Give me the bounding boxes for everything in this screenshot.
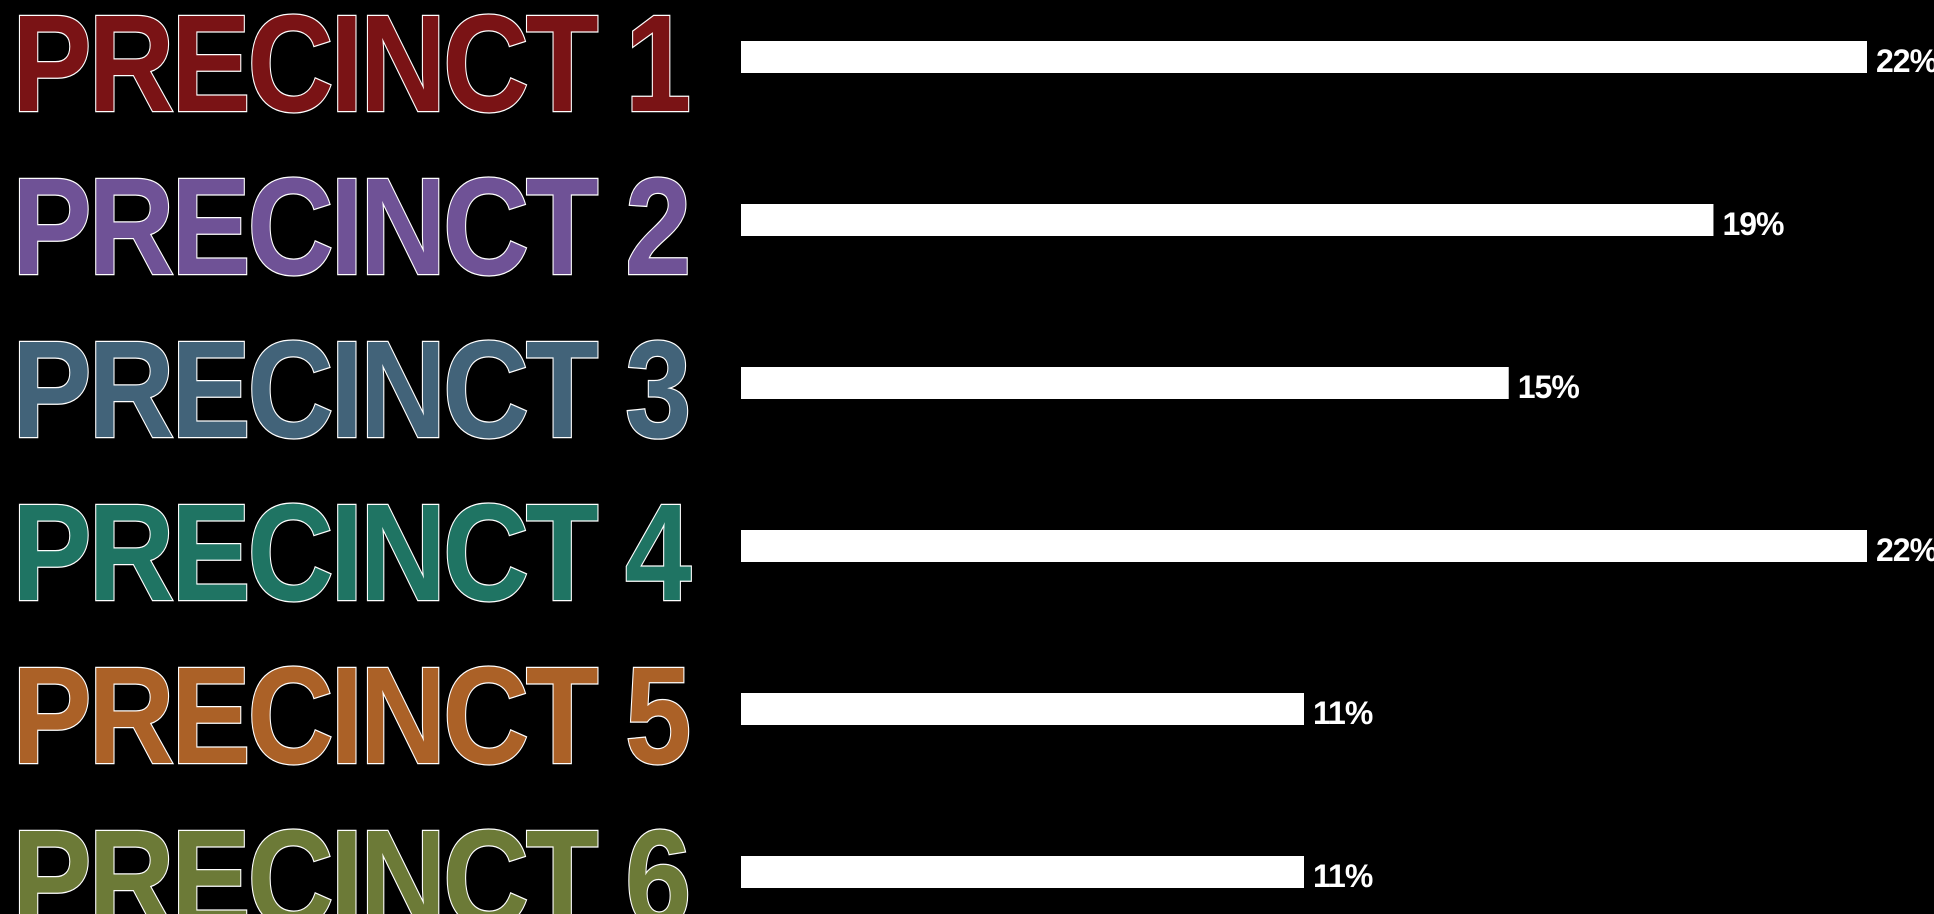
precinct-3-value-label: 15% [1518, 369, 1580, 405]
precinct-5-label: PRECINCT 5 [12, 639, 688, 793]
precinct-6-value-label: 11% [1313, 858, 1373, 894]
precinct-2-bar [741, 204, 1714, 236]
precinct-2-value-label: 19% [1722, 206, 1784, 242]
precinct-3-label: PRECINCT 3 [12, 313, 688, 467]
precinct-6-bar [741, 856, 1304, 888]
precinct-1-value-label: 22% [1876, 43, 1934, 79]
precinct-3-bar [741, 367, 1509, 399]
precinct-5-bar [741, 693, 1304, 725]
precinct-4-label: PRECINCT 4 [12, 476, 692, 630]
precinct-4-value-label: 22% [1876, 532, 1934, 568]
precinct-1-bar [741, 41, 1867, 73]
precinct-2-label: PRECINCT 2 [12, 150, 688, 304]
precinct-6-label: PRECINCT 6 [12, 802, 688, 914]
precinct-5-value-label: 11% [1313, 695, 1373, 731]
precinct-4-bar [741, 530, 1867, 562]
precinct-1-label: PRECINCT 1 [12, 0, 688, 141]
